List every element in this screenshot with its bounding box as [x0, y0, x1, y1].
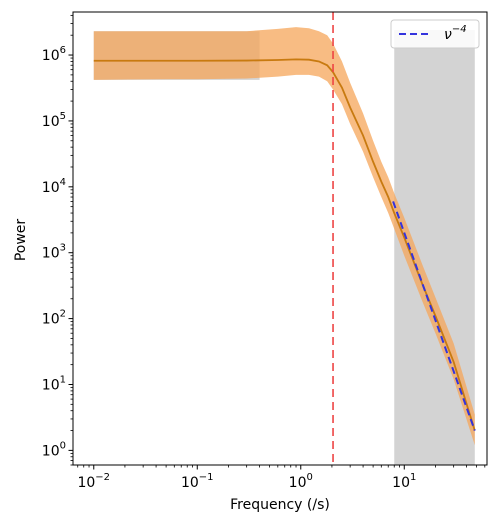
x-tick-label: 101 [392, 472, 416, 491]
x-tick-label: 100 [289, 472, 313, 491]
y-tick-label: 101 [42, 374, 66, 393]
y-tick-label: 103 [42, 243, 66, 262]
x-axis-label: Frequency (/s) [230, 497, 330, 513]
plot-frame [72, 11, 488, 466]
y-axis: 100 101 102 103 104 105 106 [42, 14, 73, 466]
x-axis: 10−2 10−1 100 101 [77, 465, 486, 491]
y-tick-label: 102 [42, 309, 66, 328]
y-axis-label: Power [13, 219, 29, 262]
y-tick-label: 106 [42, 45, 66, 64]
spectrum-line [93, 58, 476, 431]
series-lines [93, 58, 476, 431]
confidence-band-1 [93, 27, 475, 446]
x-tick-label: 10−1 [181, 472, 214, 491]
legend: ν−4 [390, 19, 480, 49]
x-tick-label: 10−2 [77, 472, 110, 491]
y-tick-label: 104 [42, 177, 66, 196]
legend-label: ν−4 [444, 24, 467, 43]
y-tick-label: 105 [42, 111, 66, 130]
legend-box [390, 19, 480, 49]
y-tick-label: 100 [42, 440, 66, 459]
plot-area [72, 11, 488, 466]
power-law-fit-line [392, 201, 476, 431]
confidence-bands [93, 27, 475, 446]
